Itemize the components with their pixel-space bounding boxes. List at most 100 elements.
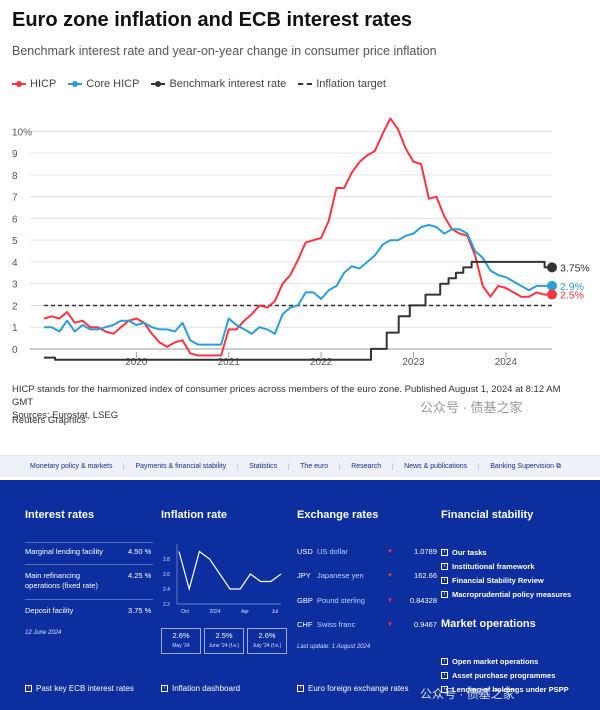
mo-item-open-market[interactable]: › Open market operations [441,657,538,666]
rate-label-mlf: Marginal lending facility [25,547,103,556]
nav-banking-supervision[interactable]: Banking Supervision ⧉ [490,462,561,470]
inflation-box-date: May '24 [172,643,190,649]
fx-name: US dollar [317,547,348,556]
y-tick-label: 7 [12,193,18,204]
y-tick-label: 0 [12,345,18,356]
down-triangle-icon: ▼ [387,572,393,579]
fx-code: USD [297,547,313,556]
legend-target-label: Inflation target [316,78,386,90]
nav-monetary-policy[interactable]: Monetary policy & markets [0,463,125,470]
fx-row-chf[interactable]: CHF Swiss franc ▼ 0.9467 [297,620,437,629]
hicp-end-label: 2.5% [560,290,584,302]
y-tick-label: 6 [12,214,18,225]
fx-row-gbp[interactable]: GBP Pound sterling ▼ 0.84328 [297,596,437,605]
fx-value: 162.66 [414,571,437,580]
main-line-chart: 0 1 2 3 4 5 6 7 8 9 10% 2020 2021 2022 2023 2024 3.75% 2.… [12,117,590,368]
inflation-box-date: July '24 (f.e.) [252,643,282,649]
fx-row-jpy[interactable]: JPY Japanese yen ▼ 162.66 [297,571,437,580]
mini-x-tick-label: Jul [272,609,278,615]
mini-x-tick-label: Oct [181,609,189,615]
fs-item-framework[interactable]: › Institutional framework [441,562,535,571]
arrow-right-icon: › [441,686,448,693]
legend-benchmark: Benchmark interest rate [151,78,286,90]
inflation-box-date: June '24 (f.e.) [208,643,240,649]
rate-label-mro: Main refinancing operations (fixed rate) [25,571,98,590]
core-end-label: 2.9% [560,281,584,293]
nav-research[interactable]: Research [340,463,394,470]
core-swatch-icon [68,81,83,87]
mo-item-pspp[interactable]: › Lending of holdings under PSPP [441,685,569,694]
credit-text: Reuters Graphics [12,415,86,426]
inflation-box-value: 2.5% [215,631,233,640]
mini-inflation-line [178,550,282,592]
fs-item-review[interactable]: › Financial Stability Review [441,576,544,585]
watermark-text-bottom: 公众号 · 债基之家 [420,687,515,701]
arrow-right-icon: › [297,685,304,692]
fx-row-usd[interactable]: USD US dollar ▼ 1.0789 [297,547,437,556]
hicp-swatch-icon [12,81,26,87]
benchmark-swatch-icon [151,81,166,87]
fs-item-label: Our tasks [452,548,487,557]
inflation-dashboard-link[interactable]: › Inflation dashboard [161,684,240,693]
legend-core-label: Core HICP [86,78,140,90]
arrow-right-icon: › [441,591,448,598]
mini-y-tick-label: 2.2 [163,602,170,608]
down-triangle-icon: ▼ [387,548,393,555]
arrow-right-icon: › [441,672,448,679]
inflation-dashboard-link-label: Inflation dashboard [172,684,241,693]
rate-value-mro: 4.25 % [128,571,152,580]
benchmark-series-line [44,260,552,361]
y-tick-label: 2 [12,301,18,312]
fs-item-label: Macroprudential policy measures [452,590,572,599]
fx-code: JPY [297,571,311,580]
hicp-end-dot [547,289,557,300]
core-series-line [44,223,552,346]
fx-name: Japanese yen [317,571,364,580]
core-end-dot [547,280,557,291]
mini-y-tick-label: 2.6 [163,572,170,578]
fs-item-macroprudential[interactable]: › Macroprudential policy measures [441,590,571,599]
divider [25,599,153,600]
inflation-box-may: 2.6% May '24 [161,628,201,654]
mo-item-label: Open market operations [452,657,539,666]
x-tick-label: 2024 [495,357,518,368]
fs-item-our-tasks[interactable]: › Our tasks [441,548,487,557]
mo-item-label: Lending of holdings under PSPP [452,685,569,694]
past-rates-link[interactable]: › Past key ECB interest rates [25,684,134,693]
fx-rates-link-label: Euro foreign exchange rates [308,684,409,693]
fx-rates-link[interactable]: › Euro foreign exchange rates [297,684,409,693]
fx-code: CHF [297,620,313,629]
mini-y-tick-label: 2.4 [163,587,170,593]
legend-hicp-label: HICP [30,78,57,90]
nav-news[interactable]: News & publications [393,463,480,470]
note-text: HICP stands for the harmonized index of … [12,384,561,408]
x-tick-label: 2021 [218,357,241,368]
fx-code: GBP [297,596,313,605]
x-tick-label: 2022 [310,357,333,368]
arrow-right-icon: › [441,577,448,584]
inflation-box-july: 2.6% July '24 (f.e.) [247,628,287,654]
fx-name: Swiss franc [317,620,356,629]
y-tick-label: 9 [12,149,18,160]
mini-y-tick-label: 2.8 [163,557,170,563]
mo-item-app[interactable]: › Asset purchase programmes [441,671,555,680]
down-triangle-icon: ▼ [387,621,393,628]
nav-euro[interactable]: The euro [289,463,341,470]
x-tick-label: 2020 [125,357,148,368]
nav-statistics[interactable]: Statistics [238,463,290,470]
y-tick-label: 5 [12,236,18,247]
arrow-right-icon: › [161,685,168,692]
nav-payments[interactable]: Payments & financial stability [124,463,239,470]
mini-x-tick-label: 2024 [209,609,220,615]
hicp-series-line [43,117,552,357]
y-tick-label: 4 [12,258,18,269]
fx-value: 0.9467 [414,620,437,629]
mini-x-tick-label: Apr [241,609,249,615]
y-tick-label: 10% [12,127,32,138]
arrow-right-icon: › [441,549,448,556]
fx-value: 0.84328 [409,596,437,605]
legend-hicp: HICP [12,78,56,90]
financial-stability-heading: Financial stability [441,509,534,521]
rate-value-df: 3.75 % [128,606,152,615]
rate-value-mlf: 4.50 % [128,547,152,556]
